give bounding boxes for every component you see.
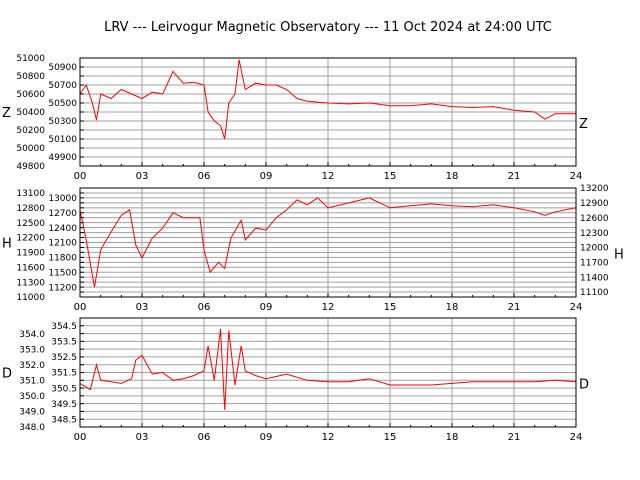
y-tick-label: 349.5 (51, 400, 77, 410)
component-label-left: D (2, 367, 12, 382)
component-label-right: Z (579, 117, 588, 132)
x-tick-label: 09 (260, 171, 273, 182)
y-tick-label: 13200 (580, 184, 609, 194)
y-tick-label: 13000 (48, 194, 77, 204)
x-tick-label: 15 (384, 302, 397, 313)
y-tick-label: 11900 (16, 249, 45, 259)
panel-z: 4980049900500005010050200503005040050500… (2, 54, 588, 182)
y-tick-label: 11100 (580, 288, 609, 298)
x-tick-label: 15 (384, 432, 397, 443)
y-tick-label: 11200 (48, 283, 77, 293)
axes-frame (79, 57, 577, 167)
y-tick-label: 49800 (16, 162, 45, 172)
x-tick-label: 15 (384, 171, 397, 182)
x-tick-label: 00 (74, 302, 87, 313)
y-tick-label: 11800 (48, 254, 77, 264)
y-tick-label: 50100 (48, 135, 77, 145)
y-tick-label: 12900 (580, 199, 609, 209)
x-tick-label: 09 (260, 432, 273, 443)
y-tick-label: 12300 (580, 229, 609, 239)
y-tick-label: 13100 (16, 189, 45, 199)
chart-title: LRV --- Leirvogur Magnetic Observatory -… (104, 20, 552, 35)
x-tick-label: 03 (136, 302, 149, 313)
y-tick-label: 352.5 (51, 353, 77, 363)
y-tick-label: 51000 (16, 54, 45, 64)
y-tick-label: 12000 (580, 244, 609, 254)
y-tick-label: 353.0 (19, 345, 45, 355)
y-tick-label: 50900 (48, 63, 77, 73)
x-tick-label: 18 (446, 302, 459, 313)
trace-d (79, 328, 577, 410)
x-tick-label: 24 (570, 171, 583, 182)
y-tick-label: 351.0 (19, 376, 45, 386)
x-tick-label: 21 (508, 432, 521, 443)
y-tick-label: 12700 (48, 209, 77, 219)
x-tick-label: 12 (322, 302, 335, 313)
x-tick-label: 06 (198, 302, 211, 313)
x-tick-label: 06 (198, 171, 211, 182)
trace-z (79, 59, 576, 140)
y-tick-label: 352.0 (19, 361, 45, 371)
y-tick-label: 50300 (48, 117, 77, 127)
y-tick-label: 11500 (48, 268, 77, 278)
x-tick-label: 12 (322, 432, 335, 443)
axes-frame (79, 317, 577, 428)
y-tick-label: 12500 (16, 219, 45, 229)
panel-d: 348.0 348.5 349.0 349.5 350.0 350.5 351.0 351.5… (2, 317, 589, 443)
y-tick-label: 354.0 (19, 330, 45, 340)
y-tick-label: 12800 (16, 204, 45, 214)
axes-frame (79, 187, 577, 298)
x-tick-label: 21 (508, 302, 521, 313)
y-tick-label: 50800 (16, 72, 45, 82)
y-tick-label: 50600 (16, 90, 45, 100)
trace-h (79, 197, 577, 288)
x-tick-label: 00 (74, 432, 87, 443)
y-tick-label: 351.5 (51, 369, 77, 379)
y-tick-label: 348.0 (19, 423, 45, 433)
y-tick-label: 50200 (16, 126, 45, 136)
y-tick-label: 11600 (16, 263, 45, 273)
y-tick-label: 50500 (48, 99, 77, 109)
x-tick-label: 21 (508, 171, 521, 182)
y-tick-label: 12200 (16, 234, 45, 244)
y-tick-label: 50400 (16, 108, 45, 118)
y-tick-label: 11700 (580, 259, 609, 269)
y-tick-label: 12100 (48, 239, 77, 249)
x-tick-label: 03 (136, 432, 149, 443)
y-tick-label: 348.5 (51, 415, 77, 425)
x-tick-label: 03 (136, 171, 149, 182)
x-tick-label: 18 (446, 432, 459, 443)
y-tick-label: 50000 (16, 144, 45, 154)
y-tick-label: 49900 (48, 153, 77, 163)
y-tick-label: 350.5 (51, 384, 77, 394)
y-tick-label: 50700 (48, 81, 77, 91)
y-tick-label: 349.0 (19, 408, 45, 418)
component-label-right: D (579, 378, 589, 393)
component-label-left: Z (2, 106, 11, 121)
x-tick-label: 12 (322, 171, 335, 182)
y-tick-label: 354.5 (51, 322, 77, 332)
y-tick-label: 11000 (16, 293, 45, 303)
x-tick-label: 09 (260, 302, 273, 313)
y-tick-label: 11300 (16, 278, 45, 288)
y-tick-label: 350.0 (19, 392, 45, 402)
component-label-right: H (614, 248, 624, 263)
y-tick-label: 12600 (580, 214, 609, 224)
x-tick-label: 24 (570, 302, 583, 313)
x-tick-label: 18 (446, 171, 459, 182)
y-tick-label: 11400 (580, 273, 609, 283)
x-tick-label: 24 (570, 432, 583, 443)
y-tick-label: 12400 (48, 224, 77, 234)
component-label-left: H (2, 237, 12, 252)
y-tick-label: 353.5 (51, 338, 77, 348)
x-tick-label: 06 (198, 432, 211, 443)
x-tick-label: 00 (74, 171, 87, 182)
